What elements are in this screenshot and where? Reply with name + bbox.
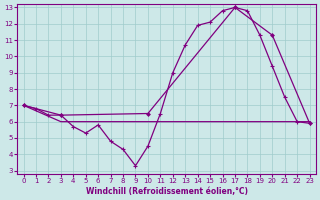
X-axis label: Windchill (Refroidissement éolien,°C): Windchill (Refroidissement éolien,°C) xyxy=(85,187,248,196)
